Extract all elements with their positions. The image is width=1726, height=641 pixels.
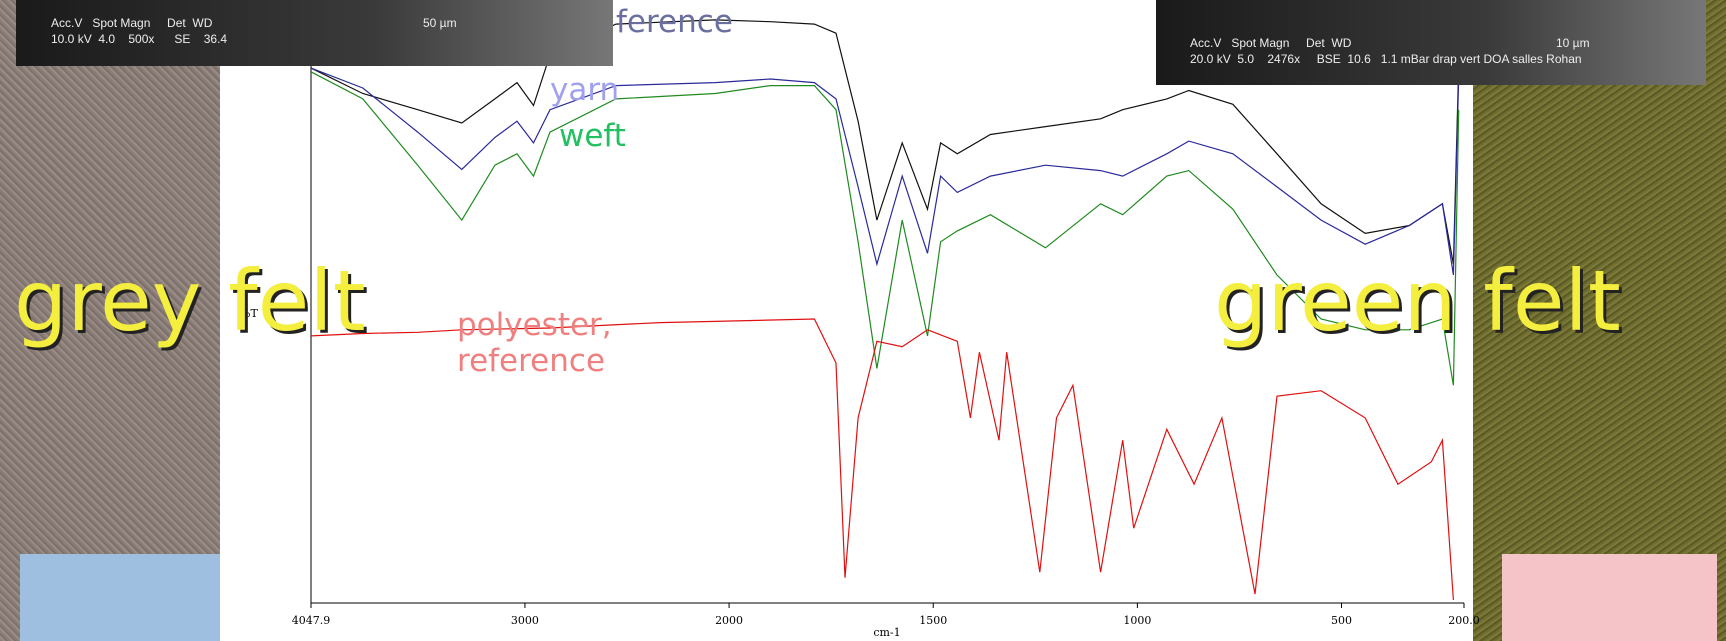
x-tick-label: 1000: [1123, 614, 1151, 627]
x-axis-label: cm-1: [873, 626, 900, 639]
micrograph-photo: [20, 554, 220, 641]
spectrum-line: [310, 71, 1460, 386]
x-tick-label: 200.0: [1448, 614, 1480, 627]
x-tick-label: 3000: [511, 614, 539, 627]
sem-values: 20.0 kV 5.0 2476x BSE 10.6 1.1 mBar drap…: [1190, 52, 1582, 66]
pink-photo: [1502, 554, 1717, 641]
left-title: grey felt: [14, 252, 366, 350]
chart-panel: [220, 0, 1473, 641]
sem-scale: 50 µm: [423, 16, 457, 30]
sem-scale: 10 µm: [1556, 36, 1590, 50]
green-felt-photo: [1473, 0, 1726, 641]
series-label: polyester, reference: [457, 307, 612, 379]
spectrum-line: [310, 67, 1460, 276]
x-tick-label: 1500: [919, 614, 947, 627]
series-label: weft: [559, 118, 626, 154]
sem-image-right: Acc.V Spot Magn Det WD 20.0 kV 5.0 2476x…: [1156, 0, 1706, 85]
right-title: green felt: [1214, 252, 1621, 350]
spectrum-line: [310, 19, 1460, 265]
spectrum-line: [310, 318, 1454, 601]
sem-image-left: Acc.V Spot Magn Det WD 10.0 kV 4.0 500x …: [16, 0, 613, 66]
sem-header: Acc.V Spot Magn Det WD: [51, 16, 213, 30]
x-tick-label: 2000: [715, 614, 743, 627]
x-tick-label: 500: [1331, 614, 1352, 627]
sem-header: Acc.V Spot Magn Det WD: [1190, 36, 1352, 50]
series-label: yarn: [550, 72, 620, 108]
x-tick-label: 4047.9: [292, 614, 331, 627]
y-axis-label: %T: [240, 307, 258, 320]
series-label: ference: [616, 4, 733, 40]
sem-values: 10.0 kV 4.0 500x SE 36.4: [51, 32, 228, 46]
